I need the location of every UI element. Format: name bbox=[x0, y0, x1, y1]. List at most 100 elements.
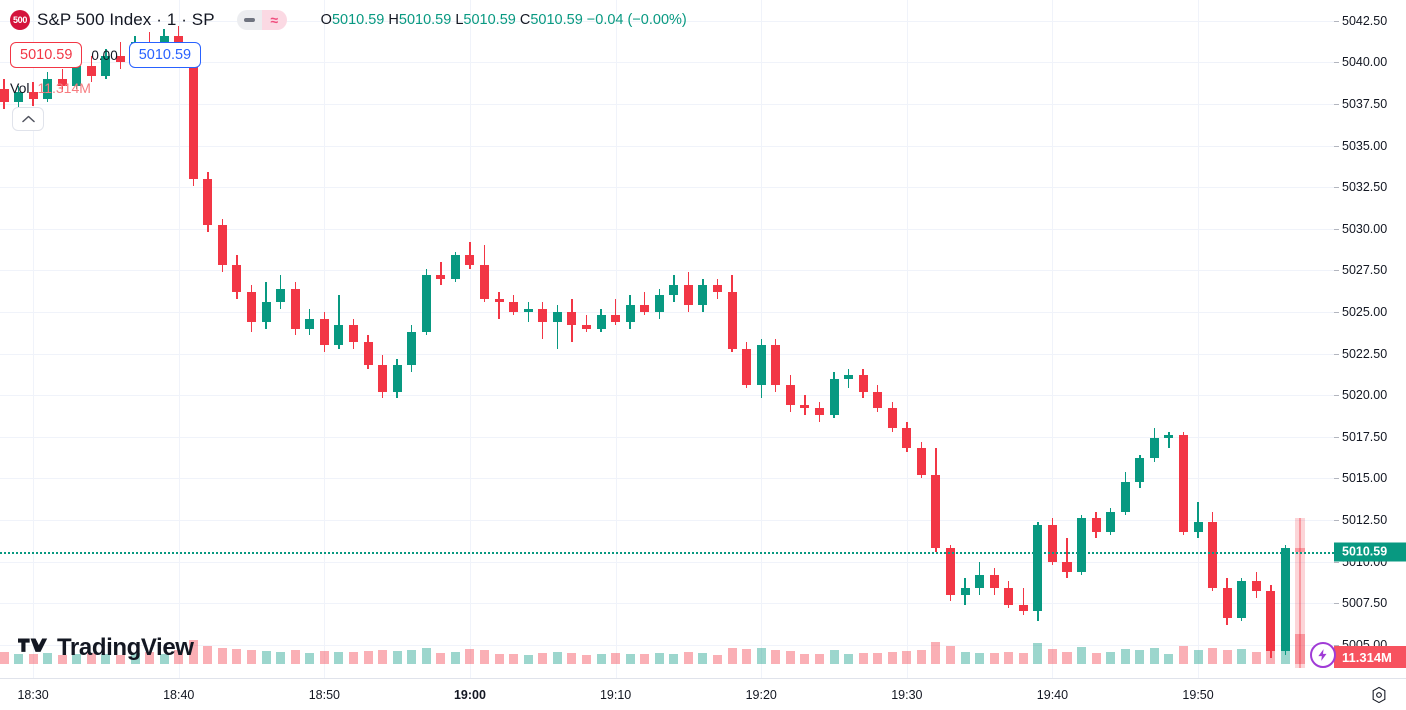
lightning-icon[interactable] bbox=[1310, 642, 1336, 668]
ohlc-change: −0.04 (−0.00%) bbox=[586, 12, 687, 28]
volume-bar bbox=[232, 649, 242, 664]
volume-value-badge[interactable]: 11.314M bbox=[1334, 646, 1406, 668]
price-axis-tick: 5012.50 bbox=[1342, 512, 1388, 527]
time-axis-tick: 19:10 bbox=[599, 688, 632, 702]
volume-bar bbox=[1077, 646, 1087, 664]
volume-bar bbox=[829, 650, 839, 664]
candle-body bbox=[1033, 524, 1043, 612]
price-axis-tick-mark bbox=[1334, 311, 1339, 313]
grid-line-horizontal bbox=[0, 478, 1334, 480]
volume-bar bbox=[902, 651, 912, 664]
candle-body bbox=[946, 548, 956, 595]
grid-line-horizontal bbox=[0, 603, 1334, 605]
grid-line-horizontal bbox=[0, 228, 1334, 230]
volume-bar bbox=[975, 652, 985, 664]
ohlc-close-label: C bbox=[519, 12, 531, 28]
grid-line-horizontal bbox=[0, 353, 1334, 355]
grid-line-horizontal bbox=[0, 187, 1334, 189]
volume-bar bbox=[334, 651, 344, 664]
tilde-icon[interactable]: ≈ bbox=[261, 10, 287, 30]
volume-legend[interactable]: Vol 11.314M bbox=[10, 80, 91, 96]
volume-bar bbox=[101, 653, 111, 664]
candle-body bbox=[465, 255, 475, 266]
candle-body bbox=[1237, 581, 1247, 619]
candle-wick bbox=[338, 295, 340, 349]
grid-line-horizontal bbox=[0, 519, 1334, 521]
candle-body bbox=[640, 305, 650, 312]
price-axis-tick: 5040.00 bbox=[1342, 55, 1388, 70]
candle-body bbox=[771, 345, 781, 386]
price-axis-tick-mark bbox=[1334, 187, 1339, 189]
volume-bar bbox=[698, 653, 708, 664]
candle-body bbox=[407, 331, 417, 366]
candle-body bbox=[232, 265, 242, 292]
candle-body bbox=[581, 325, 591, 329]
candle-body bbox=[188, 49, 198, 179]
series-style-toggle[interactable]: ≈ bbox=[236, 10, 287, 30]
volume-bar bbox=[188, 640, 198, 664]
candle-body bbox=[334, 325, 344, 346]
volume-bar bbox=[305, 653, 315, 664]
candle-body bbox=[989, 574, 999, 589]
symbol-logo-icon: 500 bbox=[10, 10, 30, 30]
volume-legend-label: Vol bbox=[10, 80, 30, 96]
volume-bar bbox=[1120, 649, 1130, 664]
candle-wick bbox=[527, 301, 529, 322]
price-axis[interactable]: 5042.50 5040.00 5037.50 5035.00 5032.50 5030.… bbox=[1334, 0, 1406, 678]
price-axis-tick-mark bbox=[1334, 103, 1339, 105]
volume-bar bbox=[86, 652, 96, 664]
candle-body bbox=[392, 365, 402, 392]
candle-body bbox=[72, 65, 82, 86]
minus-icon[interactable] bbox=[236, 10, 262, 30]
candle-body bbox=[115, 55, 125, 63]
collapse-pane-button[interactable] bbox=[12, 107, 44, 131]
volume-bar bbox=[290, 650, 300, 664]
volume-bar bbox=[1106, 652, 1116, 664]
candle-wick bbox=[1299, 518, 1301, 668]
ohlc-low-value: 5010.59 bbox=[463, 12, 516, 28]
volume-bar bbox=[130, 653, 140, 664]
grid-line-horizontal bbox=[0, 270, 1334, 272]
candle-body bbox=[858, 375, 868, 392]
candle-body bbox=[509, 301, 519, 312]
chart-settings-icon[interactable] bbox=[1370, 686, 1388, 704]
volume-bar bbox=[771, 649, 781, 664]
bid-price-pill[interactable]: 5010.59 bbox=[10, 42, 83, 68]
candle-body bbox=[436, 275, 446, 279]
volume-bar bbox=[596, 654, 606, 664]
volume-bar bbox=[217, 647, 227, 664]
candle-body bbox=[596, 315, 606, 329]
candle-body bbox=[1266, 591, 1276, 652]
time-axis[interactable]: 18:30 18:40 18:50 19:00 19:10 19:20 19:30 19:40… bbox=[0, 678, 1406, 710]
chart-legend: 500 S&P 500 Index · 1 · SP ≈ O5010.59 H5… bbox=[10, 6, 687, 68]
volume-bar bbox=[261, 651, 271, 664]
candle-wick bbox=[17, 85, 20, 123]
volume-legend-value: 11.314M bbox=[37, 80, 91, 96]
volume-bar bbox=[378, 649, 388, 664]
volume-bar bbox=[727, 647, 737, 664]
ohlc-high-value: 5010.59 bbox=[398, 12, 452, 28]
volume-bar bbox=[1091, 652, 1101, 664]
candle-body bbox=[873, 391, 883, 409]
price-axis-tick: 5022.50 bbox=[1342, 346, 1388, 361]
time-axis-tick: 19:50 bbox=[1182, 688, 1214, 702]
grid-line-vertical bbox=[907, 0, 908, 678]
price-axis-tick: 5032.50 bbox=[1342, 180, 1388, 195]
ask-price-pill[interactable]: 5010.59 bbox=[128, 42, 202, 68]
candle-body bbox=[480, 265, 490, 299]
candle-wick bbox=[644, 291, 646, 316]
current-price-badge[interactable]: 5010.59 bbox=[1334, 542, 1406, 562]
volume-bar bbox=[683, 651, 693, 664]
grid-line-vertical bbox=[179, 0, 180, 678]
volume-bar bbox=[14, 653, 24, 664]
candle-body bbox=[0, 89, 9, 103]
grid-line-horizontal bbox=[0, 395, 1334, 397]
candle-body bbox=[1208, 521, 1218, 589]
symbol-title[interactable]: S&P 500 Index · 1 · SP bbox=[37, 10, 215, 29]
candle-body bbox=[742, 348, 752, 386]
ohlc-high-label: H bbox=[388, 12, 399, 28]
candle-body bbox=[1004, 588, 1014, 605]
candle-wick bbox=[1197, 501, 1199, 539]
candle-body bbox=[1091, 518, 1101, 532]
grid-line-vertical bbox=[470, 0, 471, 678]
